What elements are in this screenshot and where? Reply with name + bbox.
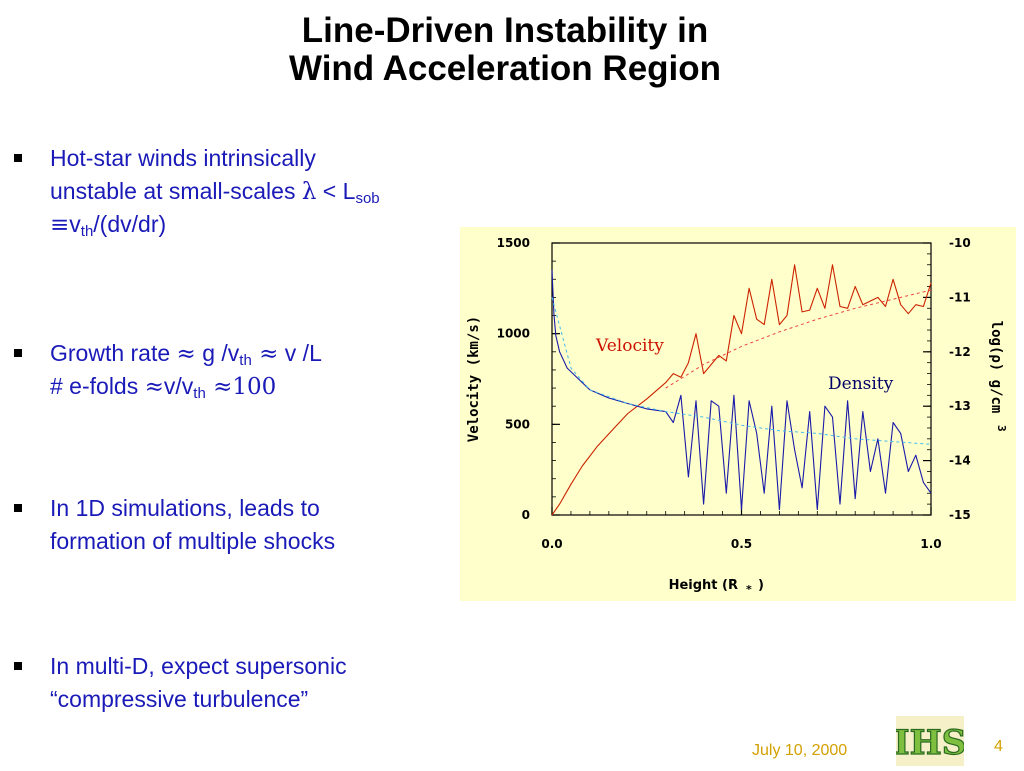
approx-symbol: ≈ [144,374,164,400]
y-left-tick-label: 1000 [497,327,530,341]
y-right-tick-label: -13 [949,399,971,413]
logo-background [896,716,964,766]
y-left-tick-label: 500 [505,417,530,431]
bullet-4-line1: In multi-D, expect supersonic [50,653,347,679]
bullet-1-line2: unstable at small-scales λ < Lsob [50,175,380,209]
approx-symbol: ≈ [205,374,233,400]
bullet-2-line1: Growth rate ≈ g /vth ≈ v /L [50,337,322,371]
x-tick-label: 0.0 [541,537,562,551]
y-right-tick-label: -12 [949,345,971,359]
sob-subscript: sob [355,190,380,207]
bullet-mark [14,504,22,512]
approx-symbol: ≈ [176,341,196,367]
bullet-3-line2: formation of multiple shocks [50,528,336,554]
bullet-3-line1: In 1D simulations, leads to [50,495,320,521]
bullet-1-line3: ≡vth/(dv/dr) [50,208,166,242]
rest-text: /(dv/dr) [93,211,167,237]
x-tick-label: 1.0 [920,537,941,551]
x-axis-label-close: ) [758,578,764,593]
y-axis-right-label-sup: 3 [995,425,1008,432]
equiv-symbol: ≡ [50,212,70,238]
y-right-tick-label: -14 [949,454,971,468]
ihs-logo: IHS [893,716,967,766]
approx-symbol: ≈ [251,341,279,367]
y-right-tick-label: -10 [949,236,971,250]
page-number: 4 [994,738,1003,755]
bullet-mark [14,349,22,357]
velocity-density-chart: 0 500 1000 1500 -10 -11 -12 -13 -14 -15 0.0 0.5 1.0 … [460,227,1016,601]
vl-text: v /L [278,340,322,366]
series-velocity [551,264,932,516]
bullet-mark [14,662,22,670]
x-axis-label: Height (R [669,578,738,593]
v-text: v [69,211,81,237]
y-right-tick-label: -11 [949,290,971,304]
th-subscript: th [239,352,252,369]
efolds-text: # e-folds [50,373,145,399]
th-subscript: th [193,385,206,402]
slide-title-line2: Wind Acceleration Region [288,49,722,88]
th-subscript: th [80,223,94,240]
annotation-density: Density [828,374,894,394]
slide-title: Line-Driven Instability in Wind Accelera… [0,12,1010,88]
bullet-4-line2: “compressive turbulence” [50,686,309,712]
x-tick-label: 0.5 [731,537,752,551]
g-text: g /v [195,340,240,366]
x-axis-label-sub: * [746,583,752,596]
lambda-symbol: λ [301,179,317,205]
hundred-text: 100 [232,374,277,400]
bullet-2-line2: # e-folds ≈v/vth ≈100 [50,370,276,404]
annotation-velocity: Velocity [595,336,664,356]
bullet-1-line2-text: unstable at small-scales [50,178,302,204]
lt-text: < L [316,178,356,204]
y-axis-right-label: log(ρ) g/cm [988,321,1004,414]
bullet-mark [14,154,22,162]
slide-title-line1: Line-Driven Instability in [301,11,709,50]
y-axis-left-label: Velocity (km/s) [466,316,482,442]
vv-text: v/v [163,373,194,399]
logo-image: IHS [893,716,967,766]
y-right-tick-label: -15 [949,508,971,522]
y-left-tick-label: 0 [522,508,530,522]
logo-letters: IHS [896,723,964,763]
footer-date: July 10, 2000 [752,742,848,759]
y-left-tick-label: 1500 [497,236,530,250]
growth-rate-text: Growth rate [50,340,177,366]
series-density [551,270,932,511]
series-trend-3 [551,297,932,445]
bullet-1-line1: Hot-star winds intrinsically [50,145,316,171]
